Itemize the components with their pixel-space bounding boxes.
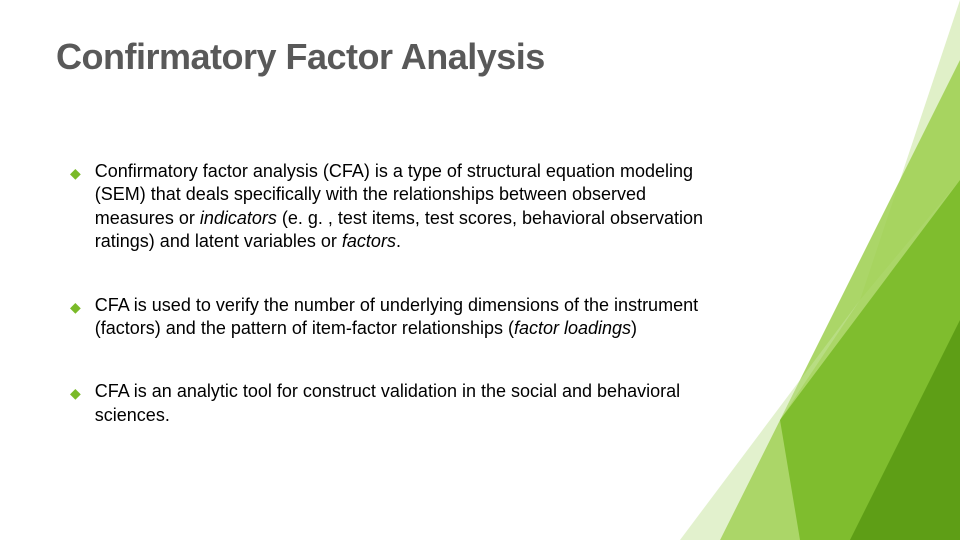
bullet-item: ◆ Confirmatory factor analysis (CFA) is a… [70, 160, 710, 254]
bullet-item: ◆ CFA is an analytic tool for construct v… [70, 380, 710, 427]
bullet-text: Confirmatory factor analysis (CFA) is a … [95, 160, 710, 254]
facet-polygon [850, 320, 960, 540]
facet-polygon [860, 0, 960, 300]
bullet-item: ◆ CFA is used to verify the number of und… [70, 294, 710, 341]
bullet-text: CFA is used to verify the number of unde… [95, 294, 710, 341]
diamond-bullet-icon: ◆ [70, 298, 81, 316]
slide-title: Confirmatory Factor Analysis [56, 36, 545, 78]
diamond-bullet-icon: ◆ [70, 384, 81, 402]
diamond-bullet-icon: ◆ [70, 164, 81, 182]
facet-polygon [720, 60, 960, 540]
bullet-text: CFA is an analytic tool for construct va… [95, 380, 710, 427]
slide: Confirmatory Factor Analysis ◆ Confirmato… [0, 0, 960, 540]
facet-polygon [780, 180, 960, 540]
slide-body: ◆ Confirmatory factor analysis (CFA) is a… [70, 160, 710, 467]
